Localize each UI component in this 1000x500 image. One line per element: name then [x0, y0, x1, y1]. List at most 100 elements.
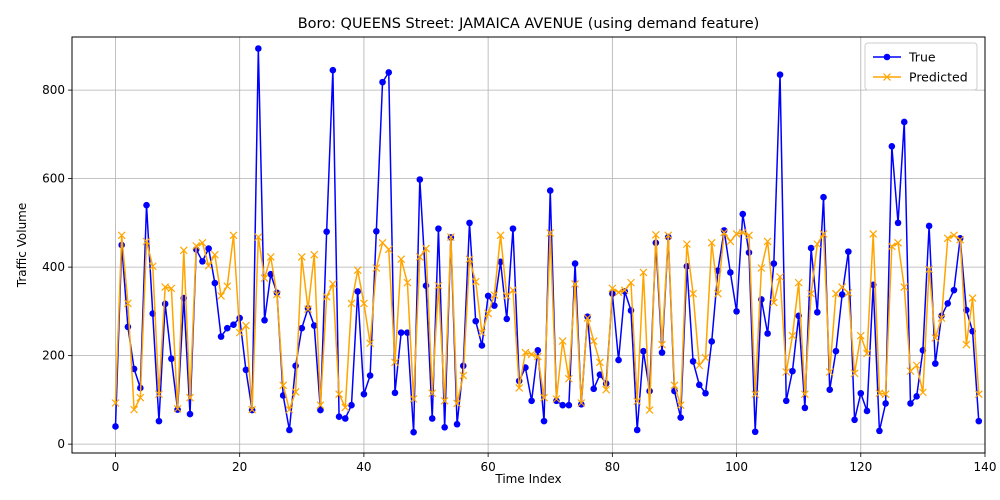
data-point	[714, 289, 722, 298]
data-point	[391, 358, 399, 367]
data-point	[441, 424, 448, 431]
data-point	[590, 385, 598, 393]
data-point	[894, 238, 902, 247]
data-point	[633, 397, 642, 406]
x-tick-label: 100	[725, 460, 748, 474]
data-point	[484, 309, 493, 318]
data-point	[286, 426, 293, 434]
data-point	[459, 371, 468, 380]
data-point	[900, 283, 909, 291]
data-point	[676, 401, 685, 410]
data-point	[373, 227, 380, 235]
data-point	[117, 231, 126, 240]
data-point	[143, 201, 150, 209]
legend-marker	[883, 73, 891, 81]
data-point	[565, 401, 573, 409]
data-point	[409, 395, 418, 403]
data-point	[925, 222, 933, 230]
data-point	[577, 399, 586, 407]
chart-title: Boro: QUEENS Street: JAMAICA AVENUE (usi…	[298, 16, 760, 32]
data-point	[285, 405, 294, 414]
data-point	[974, 390, 983, 399]
data-point	[471, 277, 480, 286]
data-point	[167, 284, 176, 293]
data-point	[112, 423, 119, 430]
legend-label: True	[908, 50, 936, 65]
data-point	[179, 246, 188, 255]
data-point	[329, 66, 337, 74]
data-point	[366, 372, 374, 379]
data-point	[664, 231, 673, 240]
y-tick-label: 800	[42, 83, 65, 97]
series-layer	[111, 45, 983, 436]
data-point	[174, 406, 181, 413]
data-point	[782, 368, 791, 376]
x-tick-label: 40	[356, 460, 371, 474]
data-point	[229, 231, 238, 240]
data-point	[863, 407, 871, 415]
data-point	[584, 313, 591, 320]
data-point	[875, 389, 884, 398]
data-point	[521, 348, 530, 357]
data-point	[198, 238, 207, 247]
data-point	[217, 333, 225, 340]
data-point	[260, 274, 269, 283]
data-point	[546, 229, 555, 237]
data-point	[726, 237, 735, 246]
data-point	[937, 314, 946, 322]
data-point	[708, 338, 716, 345]
data-point	[497, 258, 504, 266]
data-point	[950, 231, 958, 240]
data-point	[478, 342, 486, 349]
data-point	[211, 279, 219, 287]
data-point	[422, 244, 430, 253]
data-point	[720, 228, 729, 237]
data-point	[527, 350, 536, 359]
data-point	[540, 393, 548, 402]
data-point	[807, 289, 816, 298]
data-point	[918, 388, 927, 397]
legend-item-true: True	[873, 50, 936, 65]
data-point	[702, 389, 709, 397]
data-point	[900, 118, 908, 126]
data-point	[155, 390, 163, 399]
data-point	[956, 235, 965, 244]
y-tick-label: 200	[42, 349, 65, 363]
data-point	[820, 193, 827, 201]
data-point	[732, 230, 741, 238]
data-point	[235, 328, 244, 337]
data-point	[124, 323, 132, 331]
data-point	[813, 240, 822, 249]
data-point	[881, 390, 890, 399]
data-point	[161, 300, 169, 308]
data-point	[490, 291, 499, 299]
data-point	[328, 280, 337, 288]
data-point	[682, 240, 691, 249]
data-point	[379, 78, 386, 86]
data-point	[254, 233, 263, 241]
tick-layer: 0 20 40 60 80 100 120 140 0 200 400 600 800	[42, 83, 996, 474]
data-point	[111, 399, 120, 407]
data-point	[913, 393, 920, 400]
data-point	[776, 272, 784, 281]
data-point	[962, 340, 971, 349]
x-tick-label: 120	[849, 460, 872, 474]
data-point	[596, 358, 604, 367]
data-point	[186, 410, 194, 418]
data-point	[416, 176, 424, 183]
data-point	[410, 428, 417, 436]
data-point	[366, 339, 375, 348]
data-point	[291, 388, 300, 396]
data-point	[857, 389, 865, 397]
data-point	[540, 417, 548, 425]
data-point	[534, 347, 542, 354]
data-point	[341, 403, 350, 412]
x-tick-label: 20	[232, 460, 247, 474]
data-point	[266, 253, 275, 261]
data-point	[770, 260, 778, 267]
data-point	[658, 340, 666, 349]
data-point	[267, 270, 275, 278]
data-point	[298, 324, 306, 332]
